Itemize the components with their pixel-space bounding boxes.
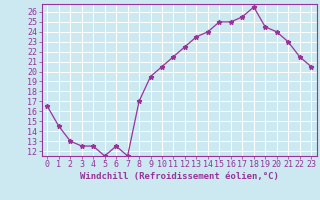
X-axis label: Windchill (Refroidissement éolien,°C): Windchill (Refroidissement éolien,°C) — [80, 172, 279, 181]
